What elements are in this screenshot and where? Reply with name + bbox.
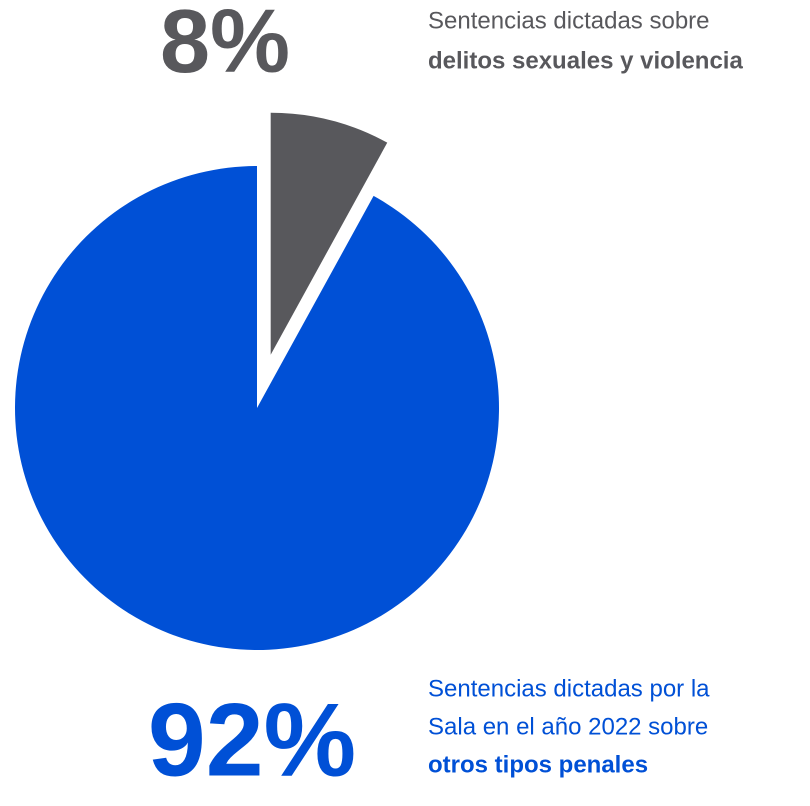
category-label: Sentencias dictadas sobre <box>428 7 710 34</box>
category-label: delitos sexuales y violencia <box>428 47 743 74</box>
value-label: 8% <box>160 0 290 92</box>
value-label: 92% <box>148 682 356 798</box>
category-label: Sala en el año 2022 sobre <box>428 713 708 740</box>
pie-slice <box>14 166 500 650</box>
category-label: otros tipos penales <box>428 751 648 778</box>
category-label: Sentencias dictadas por la <box>428 675 710 702</box>
pie-slice <box>270 112 388 355</box>
